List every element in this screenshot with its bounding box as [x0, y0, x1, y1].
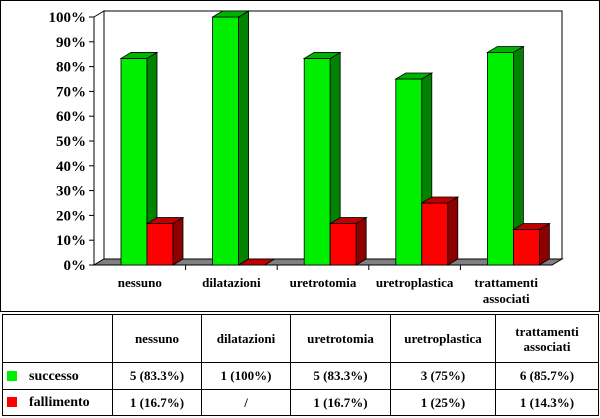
y-tick-label: 90%: [56, 35, 86, 51]
table-cell: 1 (16.7%): [112, 388, 202, 417]
bar-top: [328, 217, 368, 224]
bar-side: [355, 216, 367, 266]
table-corner-cell: [2, 313, 113, 364]
table-cell: 6 (85.7%): [495, 362, 599, 390]
bar-top: [237, 258, 277, 266]
x-tick-label: nessuno: [118, 275, 162, 290]
table-cell: 1 (16.7%): [290, 388, 391, 417]
bar-top: [511, 223, 551, 230]
y-tick-label: 0%: [64, 258, 87, 274]
bar-successo-3: [394, 72, 434, 266]
table-cell: /: [201, 388, 291, 417]
bar-front: [212, 16, 240, 266]
y-tick-label: 40%: [56, 159, 86, 175]
table-header-uretroplastica: uretroplastica: [390, 313, 496, 364]
legend-swatch-successo: [7, 370, 17, 381]
table-header-nessuno: nessuno: [112, 313, 202, 364]
bar-front: [513, 229, 540, 266]
y-tick-label: 30%: [56, 184, 86, 200]
bar-side: [447, 196, 459, 266]
bar-top: [302, 52, 342, 59]
bar-front: [146, 223, 174, 266]
table-header-uretrotomia: uretrotomia: [290, 313, 391, 364]
bar-fallimento-3: [420, 196, 460, 266]
table-cell: 1 (25%): [390, 388, 496, 417]
bar-side: [539, 222, 550, 266]
bar-front: [421, 202, 449, 266]
bar-top: [211, 10, 251, 18]
bar-top: [420, 196, 460, 204]
y-tick-label: 80%: [56, 60, 86, 76]
bar-chart: 0% 10% 20% 30% 40% 50% 60% 70% 80% 90% 100% nessun…: [0, 0, 600, 312]
bar-front: [329, 223, 357, 266]
bars: [119, 10, 551, 266]
bar-top: [394, 72, 434, 80]
x-tick-label: uretroplastica: [376, 275, 454, 290]
y-tick-label: 70%: [56, 84, 86, 100]
bar-fallimento-1: [237, 258, 277, 266]
y-tick-label: 50%: [56, 134, 86, 150]
bar-fallimento-4: [511, 222, 551, 266]
table-cell: 5 (83.3%): [112, 362, 202, 390]
y-tick-label: 60%: [56, 109, 86, 125]
side-wall: [93, 10, 105, 266]
table-cell: 1 (14.3%): [495, 388, 599, 417]
table-row: successo 5 (83.3%) 1 (100%) 5 (83.3%) 3 …: [2, 362, 599, 390]
bar-successo-2: [302, 51, 342, 266]
legend-swatch-fallimento: [7, 397, 17, 408]
bar-successo-0: [119, 51, 159, 266]
bar-successo-1: [211, 10, 251, 266]
x-axis-labels: nessuno dilatazioni uretrotomia uretroplast…: [118, 275, 539, 306]
table-header-dilatazioni: dilatazioni: [201, 313, 291, 364]
y-tick-label: 100%: [49, 10, 87, 26]
bar-front: [120, 58, 148, 266]
series-label-successo: successo: [29, 368, 79, 384]
x-tick-label: dilatazioni: [202, 275, 261, 290]
bar-successo-4: [485, 45, 525, 266]
legend-successo: successo: [2, 362, 113, 390]
x-tick-label: uretrotomia: [290, 275, 357, 290]
x-tick-label: trattamenti associati: [474, 275, 538, 306]
table-header-row: nessuno dilatazioni uretrotomia uretropl…: [2, 313, 599, 364]
bar-side: [172, 216, 184, 266]
bar-top: [145, 217, 185, 224]
bar-side: [238, 10, 250, 266]
data-table: nessuno dilatazioni uretrotomia uretropl…: [2, 313, 599, 417]
bar-front: [395, 78, 423, 266]
bar-fallimento-0: [145, 216, 185, 266]
table-row: fallimento 1 (16.7%) / 1 (16.7%) 1 (25%)…: [2, 388, 599, 417]
bar-top: [485, 46, 525, 53]
table-cell: 1 (100%): [201, 362, 291, 390]
table-cell: 3 (75%): [390, 362, 496, 390]
series-label-fallimento: fallimento: [29, 395, 90, 411]
bar-front: [486, 52, 514, 266]
bar-front: [303, 58, 331, 266]
table-cell: 5 (83.3%): [290, 362, 391, 390]
bar-fallimento-2: [328, 216, 368, 266]
bar-top: [119, 52, 159, 59]
y-tick-label: 20%: [56, 208, 86, 224]
y-tick-label: 10%: [56, 233, 86, 249]
table-header-trattamenti-associati: trattamenti associati: [495, 313, 599, 364]
legend-fallimento: fallimento: [2, 388, 113, 417]
